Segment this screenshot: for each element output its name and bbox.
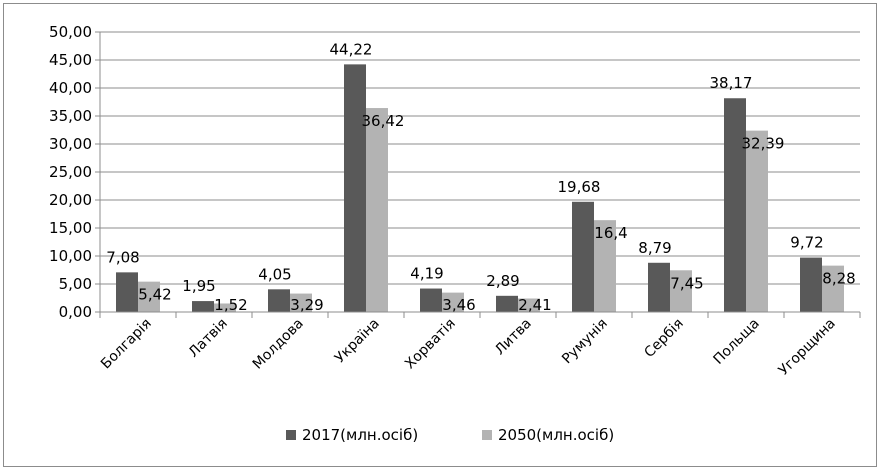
- bar: [366, 108, 388, 312]
- x-tick-label: Болгарія: [98, 316, 155, 373]
- x-tick-label: Хорватія: [402, 316, 459, 373]
- x-tick-label: Україна: [332, 316, 383, 367]
- x-tick-label: Румунія: [559, 316, 611, 368]
- data-label: 2,41: [518, 296, 551, 314]
- data-label: 3,29: [290, 296, 323, 314]
- bar: [192, 301, 214, 312]
- data-label: 16,4: [594, 224, 627, 242]
- data-label: 4,05: [258, 265, 291, 283]
- data-labels: 7,08 5,42 1,951,52 4,05 3,29 44,22 36,42 4,19 3,…: [106, 40, 855, 314]
- y-tick-label: 50,00: [49, 23, 92, 41]
- data-label: 9,72: [790, 234, 823, 252]
- bar: [138, 281, 160, 312]
- legend: 2017(млн.осіб) 2050(млн.осіб): [286, 426, 614, 444]
- y-tick-label: 10,00: [49, 247, 92, 265]
- data-label: 8,79: [638, 239, 671, 257]
- bar: [344, 64, 366, 312]
- y-tick-label: 0,00: [59, 303, 92, 321]
- x-tick-label: Молдова: [250, 316, 307, 373]
- y-tick-label: 25,00: [49, 163, 92, 181]
- y-tick-label: 45,00: [49, 51, 92, 69]
- bar: [268, 289, 290, 312]
- bars: [116, 64, 844, 312]
- data-label: 38,17: [710, 74, 753, 92]
- x-tick-label: Литва: [492, 316, 535, 359]
- y-tick-label: 35,00: [49, 107, 92, 125]
- data-label: 7,45: [670, 274, 703, 292]
- bar: [594, 220, 616, 312]
- y-tick-label: 40,00: [49, 79, 92, 97]
- data-label: 4,19: [410, 265, 443, 283]
- legend-swatch: [482, 430, 492, 440]
- bar: [290, 293, 312, 312]
- x-tick-label: Угорщина: [776, 316, 839, 379]
- bar: [214, 303, 236, 312]
- y-tick-label: 20,00: [49, 191, 92, 209]
- data-label: 36,42: [362, 112, 405, 130]
- bar: [746, 130, 768, 312]
- y-tick-label: 15,00: [49, 219, 92, 237]
- bar: [670, 270, 692, 312]
- y-tick-label: 30,00: [49, 135, 92, 153]
- data-label: 2,89: [486, 272, 519, 290]
- x-tick-label: Латвія: [186, 316, 231, 361]
- bar: [648, 262, 670, 312]
- x-tick-label: Сербія: [641, 316, 686, 361]
- bar: [800, 257, 822, 312]
- bar: [442, 292, 464, 312]
- legend-swatch: [286, 430, 296, 440]
- data-label: 1,95: [182, 277, 215, 295]
- bar: [724, 98, 746, 312]
- y-tick-label: 5,00: [59, 275, 92, 293]
- bar: [496, 295, 518, 312]
- bar: [116, 272, 138, 312]
- data-label: 3,46: [442, 296, 475, 314]
- bar: [572, 201, 594, 312]
- data-label: 5,42: [138, 286, 171, 304]
- data-label: 44,22: [330, 40, 373, 58]
- x-axis: Болгарія Латвія Молдова Україна Хорватія Литв…: [98, 311, 861, 379]
- bar: [822, 265, 844, 312]
- x-tick-label: Польща: [710, 316, 762, 368]
- bar: [518, 298, 540, 312]
- legend-entry: 2017(млн.осіб): [302, 426, 418, 444]
- legend-entry: 2050(млн.осіб): [498, 426, 614, 444]
- data-label: 32,39: [742, 135, 785, 153]
- bar: [420, 288, 442, 312]
- y-axis: 0,00 5,00 10,00 15,00 20,00 25,00 30,00 35,00 40…: [49, 23, 101, 321]
- data-label: 1,52: [214, 296, 247, 314]
- data-label: 7,08: [106, 248, 139, 266]
- data-label: 19,68: [558, 178, 601, 196]
- data-label: 8,28: [822, 270, 855, 288]
